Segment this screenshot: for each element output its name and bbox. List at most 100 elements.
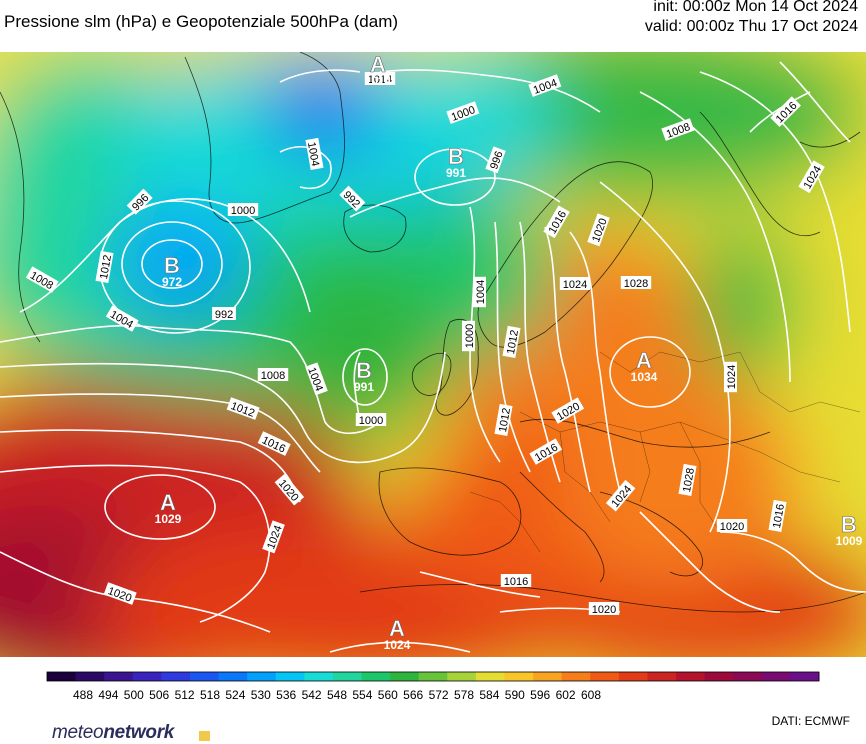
isobar-label: 1024	[559, 277, 591, 291]
svg-text:1012: 1012	[497, 407, 513, 433]
colorbar-swatch	[790, 672, 820, 681]
isobar-label: 1024	[724, 361, 738, 393]
colorbar-swatch	[275, 672, 305, 681]
colorbar-swatch	[218, 672, 248, 681]
colorbar-swatch	[161, 672, 191, 681]
colorbar-tick-label: 548	[327, 688, 347, 702]
svg-text:1004: 1004	[475, 280, 487, 304]
colorbar-tick-label: 494	[98, 688, 118, 702]
isobar-label: 1004	[305, 137, 324, 171]
isobar-label: 1020	[588, 602, 620, 616]
colorbar-swatch	[418, 672, 448, 681]
colorbar-tick-label: 602	[556, 688, 576, 702]
isobar-label: 1028	[678, 463, 697, 497]
colorbar-swatch	[561, 672, 591, 681]
colorbar-tick-label: 596	[530, 688, 550, 702]
data-credit: DATI: ECMWF	[771, 714, 850, 728]
colorbar-swatch	[189, 672, 220, 681]
colorbar-swatch	[75, 672, 105, 681]
isobar-label: 1012	[95, 250, 114, 284]
svg-text:1004: 1004	[305, 141, 321, 167]
colorbar-tick-label: 512	[175, 688, 195, 702]
valid-time: valid: 00:00z Thu 17 Oct 2024	[644, 18, 858, 35]
isobar-label: 996	[485, 146, 506, 174]
isobar-label: 1012	[502, 325, 521, 359]
colorbar-swatch	[390, 672, 420, 681]
svg-text:1014: 1014	[365, 74, 392, 88]
colorbar-tick-label: 524	[225, 688, 245, 702]
isobar-label: 1028	[620, 276, 652, 290]
colorbar-swatch	[647, 672, 677, 681]
colorbar-swatch	[761, 672, 791, 681]
colorbar-tick-label: 584	[479, 688, 499, 702]
svg-text:1014: 1014	[368, 74, 392, 86]
isobars	[0, 61, 866, 653]
colorbar-tick-label: 500	[124, 688, 144, 702]
isobar-label: 1000	[462, 320, 476, 352]
colorbar-tick-label: 536	[276, 688, 296, 702]
colorbar-swatch	[676, 672, 706, 681]
colorbar-swatch	[47, 672, 77, 681]
svg-text:1000: 1000	[231, 205, 255, 217]
colorbar-tick-label: 530	[251, 688, 271, 702]
isobar-label: 1014	[364, 72, 396, 86]
svg-text:B: B	[448, 144, 464, 169]
svg-text:1024: 1024	[563, 279, 587, 291]
colorbar-swatch	[104, 672, 134, 681]
colorbar-tick-label: 608	[581, 688, 601, 702]
svg-text:972: 972	[162, 275, 182, 289]
colorbar-swatch	[504, 672, 534, 681]
colorbar-tick-label: 542	[302, 688, 322, 702]
weather-map: 1014100410009961004100810161024101299699…	[0, 52, 866, 657]
logo-text-light: meteo	[52, 722, 104, 743]
svg-text:1028: 1028	[624, 278, 648, 290]
colorbar-swatch	[132, 672, 162, 681]
colorbar-tick-label: 578	[454, 688, 474, 702]
logo-text-bold: network	[103, 722, 175, 743]
colorbar-swatch	[590, 672, 620, 681]
svg-text:A: A	[160, 490, 176, 515]
colorbar-tick-label: 572	[429, 688, 449, 702]
colorbar-tick-label: 518	[200, 688, 220, 702]
colorbar-swatch	[361, 672, 391, 681]
colorbar-tick-label: 590	[505, 688, 525, 702]
isobar-label: 1020	[716, 519, 748, 533]
svg-text:1024: 1024	[384, 638, 411, 652]
colorbar-ticks: 488 494 500 506 512 518 524 530 536 542 548 554 560 5…	[73, 688, 601, 702]
svg-text:1034: 1034	[631, 370, 658, 384]
svg-text:1020: 1020	[592, 604, 616, 616]
svg-text:996: 996	[488, 150, 506, 171]
chart-title: Pressione slm (hPa) e Geopotenziale 500h…	[4, 12, 399, 31]
colorbar-tick-label: 560	[378, 688, 398, 702]
colorbar-tick-label: 554	[352, 688, 372, 702]
svg-text:1016: 1016	[504, 576, 528, 588]
colorbar-frame	[46, 671, 820, 682]
svg-text:991: 991	[446, 166, 466, 180]
svg-text:B: B	[164, 253, 180, 278]
colorbar-tick-label: 488	[73, 688, 93, 702]
svg-text:1012: 1012	[505, 329, 521, 355]
colorbar: 488 494 500 506 512 518 524 530 536 542 548 554 560 5…	[46, 671, 820, 702]
svg-text:A: A	[636, 348, 652, 373]
colorbar-swatch	[447, 672, 477, 681]
svg-text:B: B	[356, 358, 372, 383]
svg-text:1000: 1000	[359, 415, 383, 427]
svg-text:1029: 1029	[155, 512, 182, 526]
isobar-label: 992	[212, 307, 236, 321]
meteonetwork-logo: meteonetwork	[52, 722, 174, 744]
colorbar-swatch	[618, 672, 648, 681]
isobar-label: 1016	[768, 499, 787, 533]
svg-text:1012: 1012	[98, 254, 114, 280]
isobar-label: 1016	[500, 574, 532, 588]
isobar-label: 1004	[473, 276, 487, 308]
svg-text:1008: 1008	[261, 370, 285, 382]
svg-text:A: A	[389, 616, 405, 641]
svg-text:1000: 1000	[464, 324, 476, 348]
